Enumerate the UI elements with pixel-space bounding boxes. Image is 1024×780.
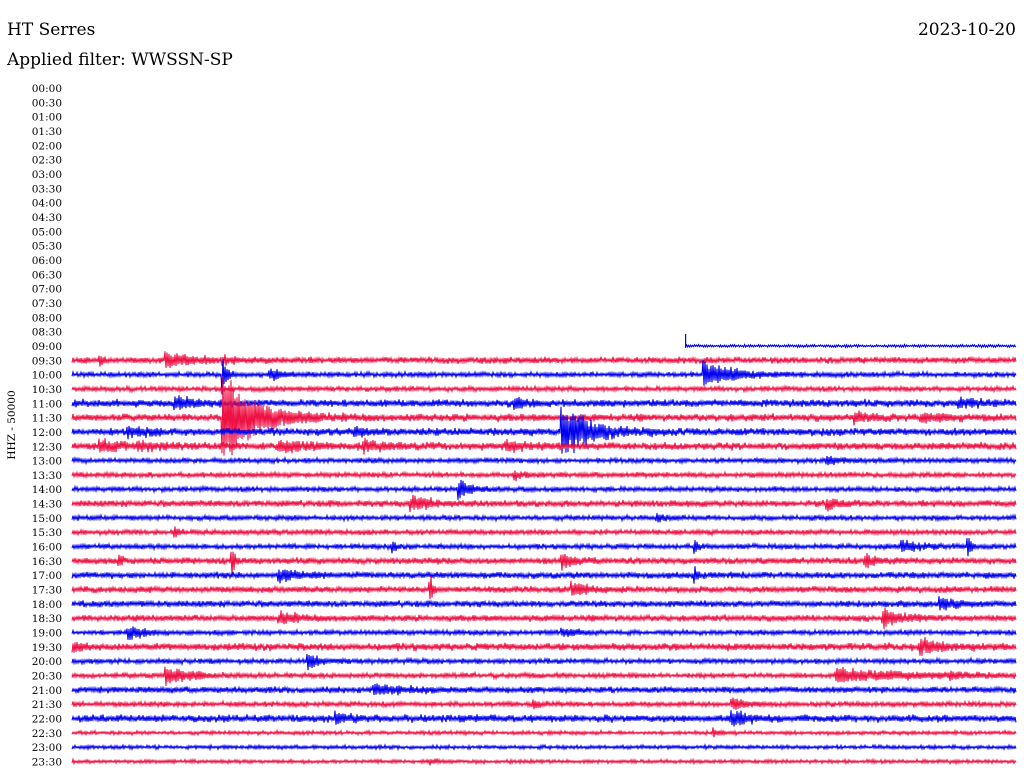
time-tick-2230: 22:30	[32, 728, 62, 740]
trace-row-1000	[71, 358, 1017, 395]
trace-lines	[71, 333, 1017, 766]
trace-row-1930	[71, 637, 1017, 656]
time-tick-0400: 04:00	[32, 198, 62, 210]
time-tick-1600: 16:00	[32, 542, 62, 554]
time-tick-0900: 09:00	[32, 341, 62, 353]
trace-row-2000	[71, 653, 1017, 671]
y-axis-label: HHZ - 50000	[6, 390, 18, 459]
time-tick-0030: 00:30	[32, 97, 62, 109]
trace-row-1300	[71, 455, 1017, 466]
time-tick-2130: 21:30	[32, 699, 62, 711]
trace-row-1730	[71, 576, 1017, 600]
time-tick-0800: 08:00	[32, 312, 62, 324]
trace-row-1230	[71, 438, 1017, 455]
time-tick-1700: 17:00	[32, 570, 62, 582]
time-tick-1930: 19:30	[32, 642, 62, 654]
time-tick-1000: 10:00	[32, 370, 62, 382]
time-tick-0200: 02:00	[32, 140, 62, 152]
trace-row-2330	[71, 757, 1017, 766]
time-tick-0300: 03:00	[32, 169, 62, 181]
time-tick-0930: 09:30	[32, 355, 62, 367]
time-tick-1530: 15:30	[32, 527, 62, 539]
time-tick-2000: 20:00	[32, 656, 62, 668]
time-tick-1500: 15:00	[32, 513, 62, 525]
trace-row-1530	[71, 526, 1017, 538]
trace-row-2030	[71, 666, 1017, 686]
time-tick-0830: 08:30	[32, 327, 62, 339]
time-tick-0100: 01:00	[32, 112, 62, 124]
trace-row-1030	[71, 384, 1017, 394]
time-tick-0000: 00:00	[32, 83, 62, 95]
time-tick-1630: 16:30	[32, 556, 62, 568]
time-tick-1130: 11:30	[32, 413, 62, 425]
station-title: HT Serres	[7, 20, 96, 40]
date-label: 2023-10-20	[917, 20, 1016, 40]
time-tick-1800: 18:00	[32, 599, 62, 611]
time-tick-1100: 11:00	[32, 398, 62, 410]
trace-row-2200	[71, 710, 1017, 727]
time-tick-labels: 00:00 00:30 01:00 01:30 02:00 02:30 03:00 03:30…	[32, 83, 62, 769]
time-tick-1830: 18:30	[32, 613, 62, 625]
time-tick-2030: 20:30	[32, 671, 62, 683]
time-tick-2300: 23:00	[32, 742, 62, 754]
time-tick-1900: 19:00	[32, 628, 62, 640]
time-tick-2330: 23:30	[32, 757, 62, 769]
time-tick-0730: 07:30	[32, 298, 62, 310]
trace-row-2100	[71, 683, 1017, 696]
trace-row-1600	[71, 538, 1017, 557]
filter-label: Applied filter: WWSSN-SP	[7, 50, 233, 70]
trace-row-1130	[71, 375, 1017, 456]
trace-row-1330	[71, 470, 1017, 482]
time-tick-2200: 22:00	[32, 714, 62, 726]
time-tick-1300: 13:00	[32, 456, 62, 468]
trace-row-1430	[71, 494, 1017, 512]
time-tick-0330: 03:30	[32, 183, 62, 195]
trace-row-2300	[71, 742, 1017, 752]
time-tick-1200: 12:00	[32, 427, 62, 439]
time-tick-1730: 17:30	[32, 585, 62, 597]
trace-row-1900	[71, 626, 1017, 640]
time-tick-0500: 05:00	[32, 226, 62, 238]
time-tick-1400: 14:00	[32, 484, 62, 496]
time-tick-1030: 10:30	[32, 384, 62, 396]
trace-row-0930	[71, 351, 1017, 369]
time-tick-1330: 13:30	[32, 470, 62, 482]
time-tick-1230: 12:30	[32, 441, 62, 453]
time-tick-0430: 04:30	[32, 212, 62, 224]
trace-row-1700	[71, 566, 1017, 584]
trace-row-0900	[685, 343, 1017, 349]
time-tick-0230: 02:30	[32, 155, 62, 167]
time-tick-0130: 01:30	[32, 126, 62, 138]
time-tick-0600: 06:00	[32, 255, 62, 267]
time-tick-0630: 06:30	[32, 269, 62, 281]
time-tick-0530: 05:30	[32, 241, 62, 253]
y-axis-label-group: HHZ - 50000	[6, 390, 18, 459]
trace-row-1100	[71, 395, 1017, 411]
trace-row-1830	[71, 607, 1017, 629]
time-tick-0700: 07:00	[32, 284, 62, 296]
trace-row-1400	[71, 479, 1017, 500]
trace-row-2230	[71, 727, 1017, 738]
trace-row-2130	[71, 697, 1017, 710]
trace-row-1200	[71, 406, 1017, 454]
trace-row-1630	[71, 551, 1017, 576]
trace-row-1500	[71, 513, 1017, 523]
trace-row-1800	[71, 596, 1017, 611]
time-tick-2100: 21:00	[32, 685, 62, 697]
time-tick-1430: 14:30	[32, 499, 62, 511]
